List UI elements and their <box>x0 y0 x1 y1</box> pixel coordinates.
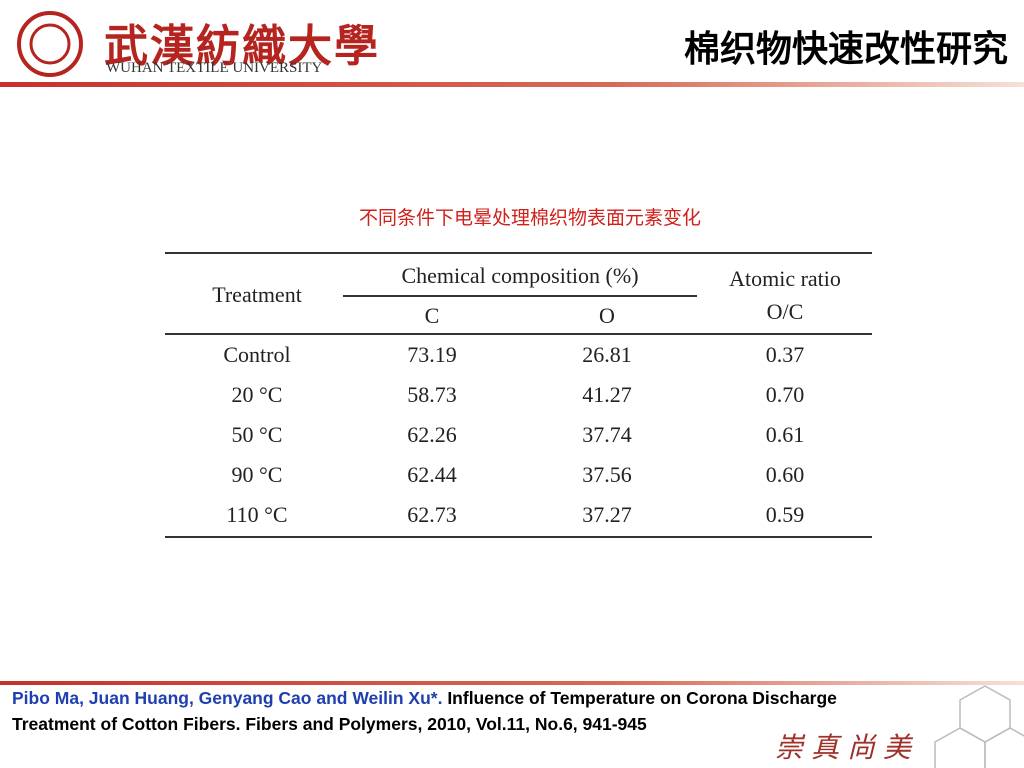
table-cell: 90 °C <box>231 462 283 487</box>
citation: Pibo Ma, Juan Huang, Genyang Cao and Wei… <box>12 685 862 737</box>
table-cell: 58.73 <box>407 382 457 407</box>
table-cell: 20 °C <box>231 382 283 407</box>
table-cell: 0.61 <box>765 422 805 447</box>
slide-title: 棉织物快速改性研究 <box>683 28 1008 69</box>
table-cell: 0.60 <box>765 462 805 487</box>
logo-emblem-inner <box>29 23 71 65</box>
table-cell: 73.19 <box>407 342 457 367</box>
header-rule <box>0 82 1024 87</box>
table-cell: 37.27 <box>582 502 632 527</box>
table-rule <box>165 252 872 254</box>
table-rule <box>165 333 872 335</box>
header-cell: C <box>424 303 440 328</box>
header-cell: Atomic ratio <box>729 266 841 291</box>
table-cell: 37.74 <box>582 422 632 447</box>
table-cell: 37.56 <box>582 462 632 487</box>
logo-emblem <box>17 11 83 77</box>
motto: 崇真尚美 <box>775 731 920 764</box>
table-caption: 不同条件下电晕处理棉织物表面元素变化 <box>358 207 701 229</box>
table-cell: 26.81 <box>582 342 632 367</box>
header-cell: O/C <box>766 299 804 324</box>
footer-rule <box>0 681 1024 685</box>
table-cell: 50 °C <box>231 422 283 447</box>
table-rule <box>165 536 872 538</box>
header-cell: O <box>599 303 615 328</box>
header-cell: Chemical composition (%) <box>401 263 639 288</box>
table-cell: 0.70 <box>765 382 805 407</box>
table-cell: 62.26 <box>407 422 457 447</box>
table-cell: 0.37 <box>765 342 805 367</box>
table-rule <box>343 295 697 297</box>
citation-authors: Pibo Ma, Juan Huang, Genyang Cao and Wei… <box>12 688 443 708</box>
citation-reference: Influence of Temperature on Corona Disch… <box>12 688 837 734</box>
table-cell: Control <box>223 342 291 367</box>
table-cell: 0.59 <box>765 502 805 527</box>
table-cell: 62.73 <box>407 502 457 527</box>
table-cell: 110 °C <box>226 502 288 527</box>
logo-chinese: 武漢紡織大學 <box>104 21 380 72</box>
header-cell: Treatment <box>212 282 302 307</box>
table-cell: 62.44 <box>407 462 457 487</box>
table-cell: 41.27 <box>582 382 632 407</box>
hex-pattern <box>934 685 1024 768</box>
logo-english: WUHAN TEXTILE UNIVERSITY <box>106 60 323 76</box>
